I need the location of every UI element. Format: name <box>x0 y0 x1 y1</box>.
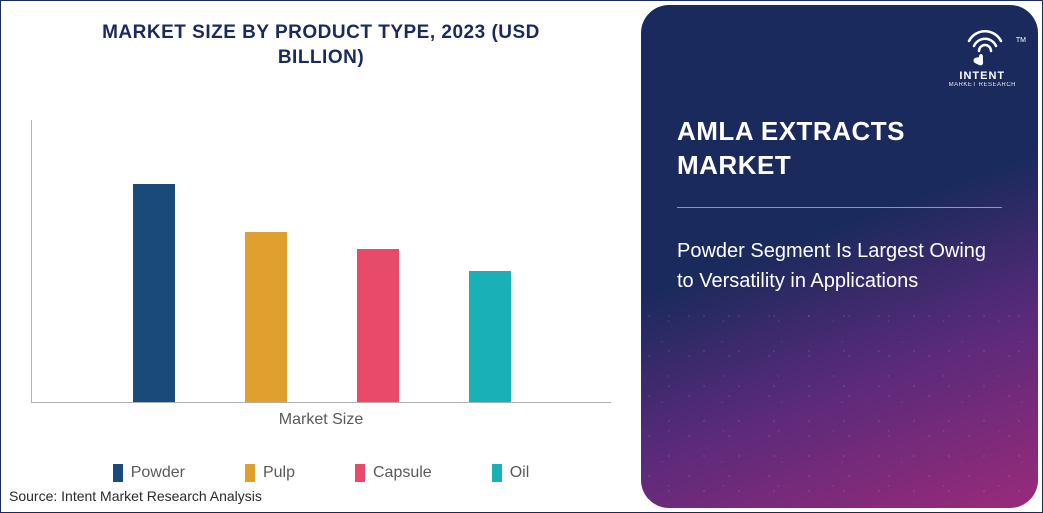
logo-text: INTENT <box>949 71 1016 82</box>
chart-panel: MARKET SIZE BY PRODUCT TYPE, 2023 (USD B… <box>1 1 641 512</box>
legend-swatch <box>355 464 365 482</box>
legend-label: Powder <box>131 464 185 482</box>
legend-label: Oil <box>510 464 530 482</box>
bar-plot <box>31 120 611 403</box>
chart-title: MARKET SIZE BY PRODUCT TYPE, 2023 (USD B… <box>31 21 611 70</box>
legend-swatch <box>113 464 123 482</box>
legend-label: Capsule <box>373 464 432 482</box>
bar-powder <box>133 184 175 402</box>
source-attribution: Source: Intent Market Research Analysis <box>9 488 262 504</box>
bar-pulp <box>245 232 287 402</box>
brand-logo: INTENT MARKET RESEARCH TM <box>949 23 1016 88</box>
report-card: MARKET SIZE BY PRODUCT TYPE, 2023 (USD B… <box>0 0 1043 513</box>
bar-oil <box>469 271 511 402</box>
summary-panel: INTENT MARKET RESEARCH TM AMLA EXTRACTS … <box>641 5 1038 508</box>
insight-text: Powder Segment Is Largest Owing to Versa… <box>677 236 997 296</box>
logo-trademark: TM <box>1016 37 1026 44</box>
x-axis-label: Market Size <box>31 411 611 429</box>
legend-item-capsule: Capsule <box>355 464 432 482</box>
legend-item-pulp: Pulp <box>245 464 295 482</box>
wifi-hand-icon <box>959 23 1005 69</box>
legend-label: Pulp <box>263 464 295 482</box>
chart-legend: Powder Pulp Capsule Oil <box>31 464 611 482</box>
legend-swatch <box>492 464 502 482</box>
legend-swatch <box>245 464 255 482</box>
legend-item-oil: Oil <box>492 464 530 482</box>
bar-capsule <box>357 249 399 402</box>
legend-item-powder: Powder <box>113 464 185 482</box>
logo-subline: MARKET RESEARCH <box>949 82 1016 88</box>
divider <box>677 207 1002 208</box>
chart-area: Market Size Powder Pulp Capsule Oil <box>31 100 611 502</box>
market-title: AMLA EXTRACTS MARKET <box>677 115 1002 183</box>
